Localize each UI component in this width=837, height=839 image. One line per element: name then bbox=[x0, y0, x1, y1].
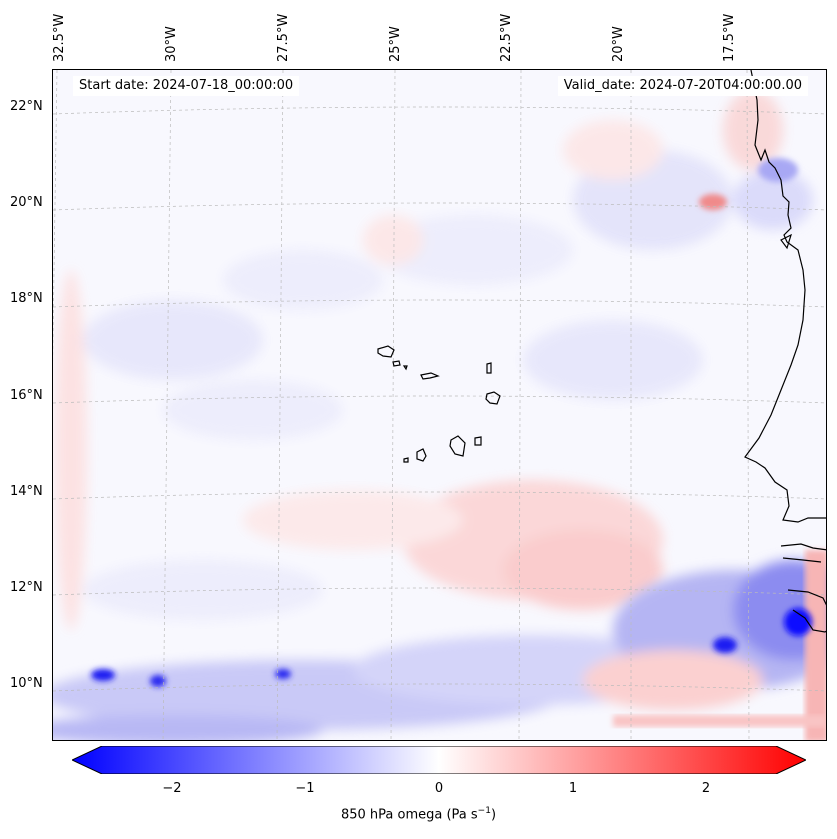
lat-label-10n: 10°N bbox=[10, 676, 43, 691]
lon-label-17.5w: 17.5°W bbox=[722, 13, 737, 62]
cbar-tick-2: 2 bbox=[701, 781, 711, 796]
lon-label-27.5w: 27.5°W bbox=[276, 13, 291, 62]
map-panel[interactable]: Start date: 2024-07-18_00:00:00 Valid_da… bbox=[52, 69, 827, 741]
omega-field bbox=[53, 70, 826, 740]
colorbar bbox=[72, 746, 806, 774]
lon-label-22.5w: 22.5°W bbox=[499, 13, 514, 62]
cape-verde-islands bbox=[377, 345, 501, 463]
colorbar-label: 850 hPa omega (Pa s−1) bbox=[340, 806, 497, 823]
lon-label-20w: 20°W bbox=[611, 26, 626, 62]
valid-date-label: Valid_date: 2024-07-20T04:00:00.00 bbox=[557, 76, 808, 96]
cbar-tick-1: 1 bbox=[568, 781, 578, 796]
lat-label-14n: 14°N bbox=[10, 484, 43, 499]
lat-label-18n: 18°N bbox=[10, 291, 43, 306]
cbar-tick--1: −1 bbox=[295, 781, 315, 796]
lat-label-20n: 20°N bbox=[10, 195, 43, 210]
africa-coastline bbox=[744, 70, 826, 523]
lat-label-16n: 16°N bbox=[10, 388, 43, 403]
lat-label-22n: 22°N bbox=[10, 99, 43, 114]
lon-label-32.5w: 32.5°W bbox=[52, 13, 67, 62]
lon-label-30w: 30°W bbox=[164, 26, 179, 62]
graticule bbox=[53, 70, 826, 740]
cbar-tick--2: −2 bbox=[162, 781, 182, 796]
lon-label-25w: 25°W bbox=[388, 26, 403, 62]
lat-label-12n: 12°N bbox=[10, 580, 43, 595]
cbar-tick-0: 0 bbox=[434, 781, 444, 796]
start-date-label: Start date: 2024-07-18_00:00:00 bbox=[73, 76, 300, 96]
